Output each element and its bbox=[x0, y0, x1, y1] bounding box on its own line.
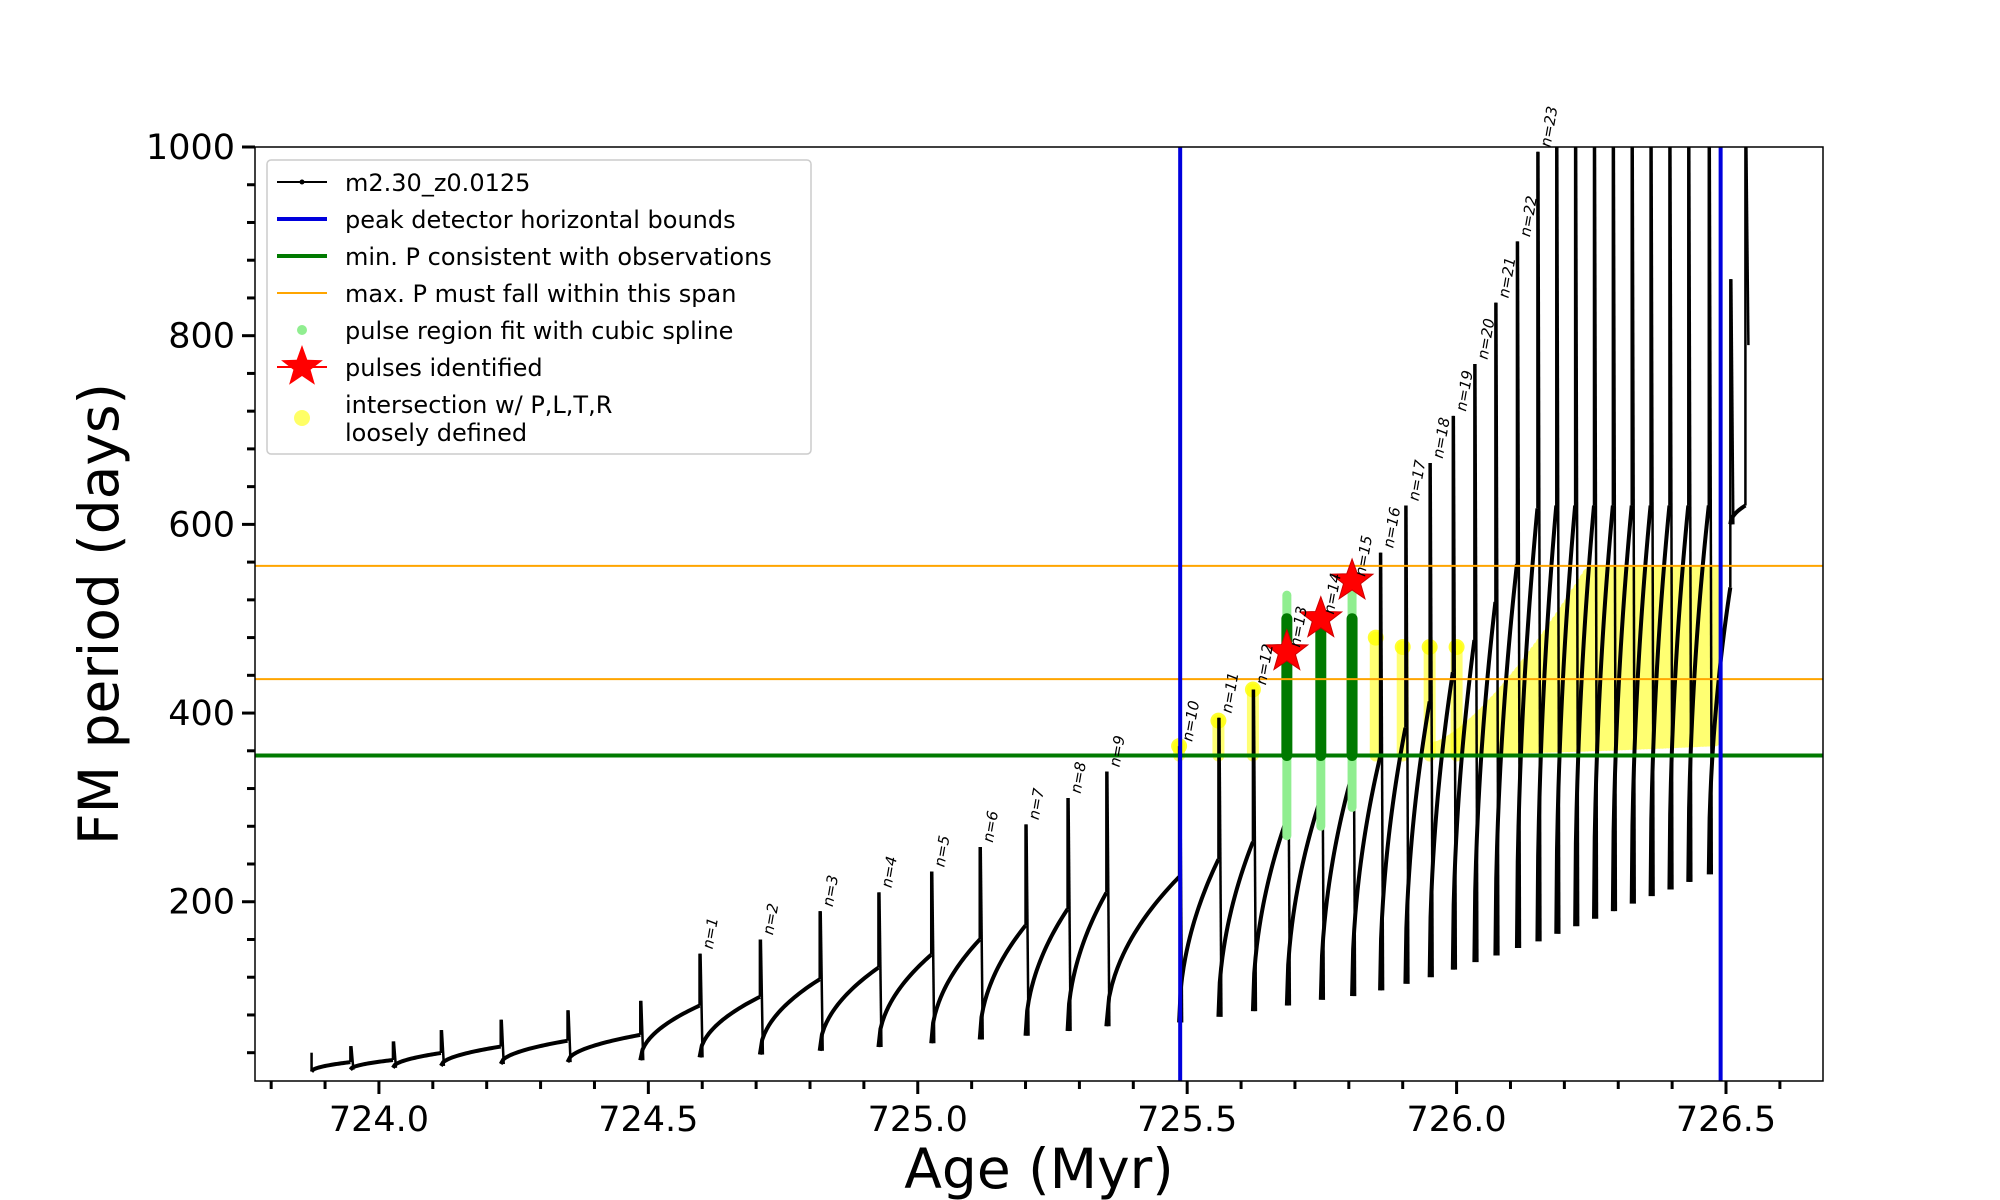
track-segment bbox=[757, 977, 821, 1055]
track-segment bbox=[1023, 908, 1070, 1036]
track-segment bbox=[1728, 503, 1747, 525]
pulse-drop bbox=[699, 953, 704, 1058]
legend-label: intersection w/ P,L,T,R bbox=[345, 391, 612, 419]
track-segment bbox=[977, 924, 1028, 1040]
track-segment bbox=[876, 953, 933, 1048]
y-axis: 200 400 600 800 1000 bbox=[146, 128, 255, 1055]
legend-marker-dot bbox=[299, 179, 305, 185]
y-tick-label: 400 bbox=[168, 694, 235, 734]
track-segment bbox=[638, 1003, 701, 1061]
pulse-number-label: n=7 bbox=[1025, 786, 1048, 821]
track-segment bbox=[1427, 671, 1455, 978]
loose-point-column bbox=[1369, 631, 1382, 762]
pulse-number-label: n=2 bbox=[759, 902, 782, 936]
track-segment bbox=[565, 1032, 641, 1064]
track-segment bbox=[1318, 774, 1354, 1000]
y-tick-label: 1000 bbox=[146, 128, 235, 168]
legend-label: min. P consistent with observations bbox=[345, 243, 772, 271]
track-segment bbox=[1472, 601, 1498, 963]
track-segment bbox=[1284, 797, 1323, 1006]
legend-marker bbox=[294, 410, 310, 426]
track-segment bbox=[1216, 841, 1255, 1017]
pulse-drop bbox=[500, 1019, 505, 1065]
track-segment bbox=[348, 1058, 394, 1071]
y-tick-label: 800 bbox=[168, 317, 235, 357]
track-segment bbox=[1554, 505, 1578, 934]
legend-label: pulse region fit with cubic spline bbox=[345, 317, 733, 345]
y-tick-label: 200 bbox=[168, 883, 235, 923]
identified-pulse-star bbox=[1298, 595, 1344, 638]
legend-marker bbox=[297, 325, 307, 335]
track-segment bbox=[1592, 505, 1615, 919]
loose-point bbox=[1394, 639, 1411, 656]
track-segment bbox=[1667, 505, 1691, 890]
track-segment bbox=[1065, 891, 1109, 1032]
track-segment bbox=[391, 1051, 442, 1069]
track-segment bbox=[1250, 817, 1289, 1012]
track-series bbox=[310, 147, 1750, 1073]
track-segment bbox=[310, 1060, 351, 1073]
track-segment bbox=[1403, 701, 1432, 984]
track-segment bbox=[1610, 505, 1634, 912]
track-segment bbox=[439, 1044, 502, 1067]
track-segment bbox=[1378, 727, 1408, 991]
track-segment bbox=[1629, 505, 1653, 904]
x-tick-label: 724.0 bbox=[329, 1100, 429, 1140]
x-axis-label: Age (Myr) bbox=[904, 1137, 1173, 1200]
identified-pulse-star bbox=[1264, 628, 1310, 671]
pulse-number-label: n=3 bbox=[819, 874, 842, 908]
x-tick-label: 724.5 bbox=[598, 1100, 698, 1140]
y-axis-label: FM period (days) bbox=[67, 383, 131, 845]
y-tick-label: 600 bbox=[168, 505, 235, 545]
pulse-number-label: n=4 bbox=[878, 855, 901, 889]
axes-frame bbox=[254, 146, 1824, 1082]
legend-label: pulses identified bbox=[345, 354, 543, 382]
track-segment bbox=[1535, 505, 1559, 942]
plot-area bbox=[255, 147, 1823, 1081]
x-tick-label: 725.5 bbox=[1137, 1100, 1237, 1140]
track-segment bbox=[498, 1038, 568, 1066]
pulse-drop bbox=[1745, 147, 1750, 346]
pulse-number-label: n=5 bbox=[930, 834, 953, 868]
legend-label: max. P must fall within this span bbox=[345, 280, 736, 308]
x-tick-label: 726.5 bbox=[1676, 1100, 1776, 1140]
track-segment bbox=[697, 995, 761, 1058]
track-segment bbox=[1450, 639, 1477, 970]
pulse-number-label: n=1 bbox=[699, 916, 722, 950]
track-segment bbox=[1104, 875, 1181, 1027]
pulse-drop bbox=[1730, 279, 1735, 525]
track-segment bbox=[1177, 858, 1221, 1023]
pulse-drop bbox=[567, 1010, 572, 1063]
pulse-number-label: n=9 bbox=[1106, 734, 1129, 768]
x-axis: 724.0 724.5 725.0 725.5 726.0 726.5 bbox=[269, 1081, 1782, 1140]
track-segment bbox=[1686, 505, 1711, 882]
track-segment bbox=[1648, 505, 1672, 897]
x-tick-label: 725.0 bbox=[868, 1100, 968, 1140]
x-tick-label: 726.0 bbox=[1406, 1100, 1506, 1140]
legend-label: peak detector horizontal bounds bbox=[345, 206, 736, 234]
track-segment bbox=[929, 938, 982, 1044]
track-segment bbox=[1350, 756, 1383, 997]
legend-marker bbox=[281, 345, 323, 385]
pulse-number-label: n=8 bbox=[1067, 760, 1090, 794]
identified-pulse-star bbox=[1329, 557, 1375, 600]
loose-point bbox=[1448, 639, 1465, 656]
pulse-number-label: n=6 bbox=[979, 809, 1002, 843]
legend-label: loosely defined bbox=[345, 419, 527, 447]
legend-box bbox=[266, 159, 812, 455]
legend-label: m2.30_z0.0125 bbox=[345, 169, 530, 197]
track-segment bbox=[817, 965, 880, 1052]
track-segment bbox=[1514, 508, 1540, 948]
pulse-drop bbox=[1106, 771, 1111, 1027]
